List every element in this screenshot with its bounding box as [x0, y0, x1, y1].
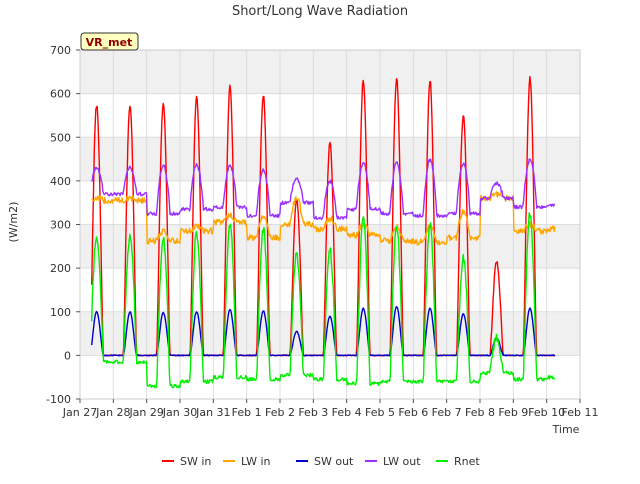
- x-tick-label: Feb 2: [265, 406, 295, 419]
- x-tick-label: Feb 1: [232, 406, 262, 419]
- x-tick-label: Feb 7: [432, 406, 462, 419]
- legend-label: Rnet: [454, 455, 480, 468]
- y-tick-label: 100: [50, 306, 71, 319]
- legend-item: LW in: [223, 455, 271, 468]
- chart-title: Short/Long Wave Radiation: [232, 4, 408, 19]
- x-tick-label: Feb 5: [365, 406, 395, 419]
- legend-item: Rnet: [436, 455, 480, 468]
- legend: SW in LW in SW out LW out Rnet: [162, 455, 480, 468]
- legend-item: LW out: [365, 455, 421, 468]
- y-tick-label: 600: [50, 88, 71, 101]
- x-tick-label: Feb 11: [562, 406, 599, 419]
- x-tick-label: Jan 27: [62, 406, 97, 419]
- x-tick-label: Jan 31: [195, 406, 230, 419]
- legend-label: SW out: [314, 455, 354, 468]
- station-badge: VR_met: [80, 32, 139, 51]
- legend-label: SW in: [180, 455, 211, 468]
- grid-band: [80, 50, 580, 94]
- x-axis-label: Time: [552, 423, 580, 436]
- y-axis-ticks: -100 0 100 200 300 400 500 600 700: [46, 44, 80, 406]
- x-tick-label: Jan 29: [128, 406, 163, 419]
- y-tick-label: 500: [50, 131, 71, 144]
- series-line-lw-in: [91, 191, 556, 246]
- y-tick-label: 0: [64, 349, 71, 362]
- x-tick-label: Feb 8: [465, 406, 495, 419]
- x-tick-label: Feb 4: [332, 406, 362, 419]
- legend-item: SW in: [162, 455, 211, 468]
- station-label: VR_met: [86, 36, 133, 49]
- grid-band: [80, 311, 580, 356]
- y-tick-label: 700: [50, 44, 71, 57]
- y-axis-label: (W/m2): [7, 202, 20, 243]
- grid-band: [80, 224, 580, 269]
- y-tick-label: 400: [50, 175, 71, 188]
- y-tick-label: 200: [50, 262, 71, 275]
- x-tick-label: Feb 10: [528, 406, 565, 419]
- x-tick-label: Feb 9: [498, 406, 528, 419]
- legend-label: LW out: [383, 455, 421, 468]
- x-tick-label: Jan 30: [162, 406, 197, 419]
- x-tick-label: Feb 3: [298, 406, 328, 419]
- series-line-lw-out: [91, 158, 556, 221]
- legend-item: SW out: [296, 455, 354, 468]
- series-line-rnet: [91, 212, 556, 389]
- y-tick-label: -100: [46, 393, 71, 406]
- x-tick-label: Jan 28: [95, 406, 130, 419]
- x-tick-label: Feb 6: [398, 406, 428, 419]
- legend-label: LW in: [241, 455, 271, 468]
- y-tick-label: 300: [50, 219, 71, 232]
